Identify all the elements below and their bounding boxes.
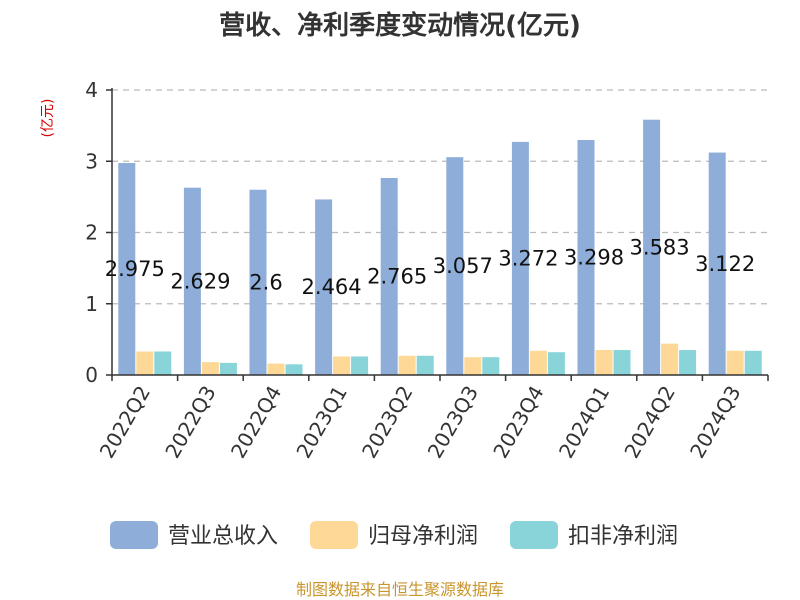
bar-1: [118, 163, 136, 375]
y-tick-label: 1: [85, 292, 98, 316]
x-tick-label: 2023Q2: [357, 382, 417, 463]
data-label: 2.6: [249, 270, 282, 294]
legend-label: 扣非净利润: [568, 524, 678, 549]
x-tick-label: 2023Q1: [291, 382, 351, 463]
bar-2: [398, 355, 416, 375]
bar-3: [219, 362, 237, 375]
bar-3: [613, 350, 631, 375]
bar-3: [351, 356, 369, 375]
bar-1: [708, 152, 726, 375]
legend-swatch: [310, 521, 358, 549]
data-label: 3.272: [498, 246, 558, 270]
bar-2: [333, 356, 351, 375]
legend-swatch: [510, 521, 558, 549]
source-note: 制图数据来自恒生聚源数据库: [296, 580, 504, 599]
bar-1: [183, 187, 201, 375]
bar-3: [416, 355, 434, 375]
data-label: 3.122: [695, 252, 755, 276]
bar-1: [643, 119, 661, 376]
bar-2: [464, 357, 482, 375]
x-tick-label: 2023Q4: [488, 382, 548, 463]
legend-swatch: [110, 521, 158, 549]
data-label: 2.464: [302, 275, 362, 299]
bar-1: [315, 199, 333, 375]
bar-1: [446, 157, 464, 375]
bar-3: [482, 357, 500, 375]
bar-1: [511, 141, 529, 375]
x-tick-label: 2022Q3: [160, 382, 220, 463]
bar-2: [595, 350, 613, 375]
legend-label: 归母净利润: [368, 524, 478, 549]
y-unit-label: (亿元): [40, 99, 56, 138]
bar-3: [744, 350, 762, 375]
bar-1: [577, 140, 595, 375]
data-label: 3.298: [564, 246, 624, 270]
data-label: 3.583: [630, 235, 690, 259]
legend: 营业总收入 归母净利润 扣非净利润: [110, 521, 678, 549]
y-tick-label: 2: [85, 221, 98, 245]
y-tick-label: 0: [85, 363, 98, 387]
bar-2: [726, 350, 744, 375]
bars: [118, 119, 762, 376]
data-label: 2.765: [367, 264, 427, 288]
x-tick-label: 2022Q4: [226, 382, 286, 463]
bar-3: [285, 364, 303, 375]
legend-label: 营业总收入: [168, 524, 278, 549]
data-label: 3.057: [433, 254, 493, 278]
x-tick-label: 2024Q3: [685, 382, 745, 463]
x-tick-label: 2024Q2: [619, 382, 679, 463]
x-tick-label: 2023Q3: [423, 382, 483, 463]
bar-1: [249, 189, 267, 375]
data-label: 2.975: [105, 257, 165, 281]
bar-2: [529, 350, 547, 375]
bar-3: [154, 351, 172, 375]
bar-2: [201, 362, 219, 375]
data-label: 2.629: [170, 269, 230, 293]
chart-title: 营收、净利季度变动情况(亿元): [219, 10, 581, 41]
bar-2: [661, 343, 679, 375]
bar-1: [380, 177, 398, 375]
x-tick-label: 2022Q2: [95, 382, 155, 463]
x-tick-label: 2024Q1: [554, 382, 614, 463]
bar-3: [679, 350, 697, 375]
bar-2: [267, 363, 285, 375]
bar-3: [547, 352, 565, 375]
y-tick-label: 3: [85, 149, 98, 173]
y-tick-label: 4: [85, 78, 98, 102]
bar-2: [136, 351, 154, 375]
